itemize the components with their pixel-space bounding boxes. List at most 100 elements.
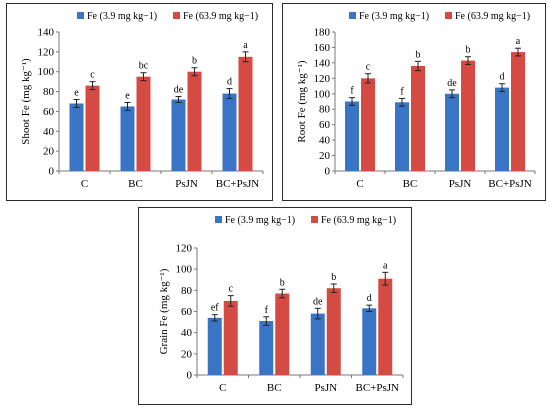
x-category-label: BC+PsJN	[355, 382, 399, 394]
significance-letter: c	[366, 62, 371, 73]
y-tick-label: 20	[43, 146, 55, 158]
significance-letter: c	[229, 284, 234, 295]
grain-fe-chart: Fe (3.9 mg kg−1) Fe (63.9 mg kg−1) 0 20 40 60…	[158, 215, 404, 394]
legend-label-1: Fe (63.9 mg kg−1)	[321, 215, 396, 226]
legend: Fe (3.9 mg kg−1) Fe (63.9 mg kg−1)	[215, 215, 396, 226]
y-tick-label: 100	[38, 66, 55, 78]
y-tick-label: 100	[176, 264, 193, 276]
x-category-label: C	[219, 382, 226, 394]
legend: Fe (3.9 mg kg−1) Fe (63.9 mg kg−1)	[349, 11, 530, 22]
bar-low-fe	[345, 101, 359, 171]
bar-high-fe	[461, 60, 475, 172]
y-tick-label: 20	[181, 348, 193, 360]
y-tick-label: 0	[187, 370, 193, 382]
legend-swatch-0	[77, 12, 84, 19]
significance-letter: de	[447, 78, 457, 89]
legend-label-0: Fe (3.9 mg kg−1)	[359, 11, 429, 22]
y-tick-label: 80	[319, 104, 331, 116]
legend-swatch-0	[215, 216, 222, 223]
x-category-label: C	[356, 178, 363, 190]
significance-letter: b	[466, 45, 471, 56]
y-tick-label: 0	[49, 166, 55, 178]
bar-low-fe	[395, 102, 409, 171]
legend-label-1: Fe (63.9 mg kg−1)	[183, 11, 258, 22]
y-tick-label: 120	[314, 73, 331, 85]
significance-letter: b	[331, 272, 336, 283]
significance-letter: e	[125, 90, 130, 101]
legend-label-1: Fe (63.9 mg kg−1)	[455, 11, 530, 22]
root-fe-chart: Fe (3.9 mg kg−1) Fe (63.9 mg kg−1) 0 20 40 60…	[296, 11, 536, 190]
y-tick-label: 60	[181, 306, 193, 318]
bar-high-fe	[187, 71, 202, 171]
grain-fe-chart-panel: Fe (3.9 mg kg−1) Fe (63.9 mg kg−1) 0 20 40 60…	[138, 207, 412, 405]
significance-letter: e	[74, 88, 79, 99]
y-tick-label: 40	[43, 126, 55, 138]
bar-low-fe	[259, 321, 274, 375]
y-tick-label: 140	[38, 27, 55, 39]
bar-high-fe	[361, 78, 375, 171]
legend-swatch-0	[349, 12, 356, 19]
significance-letter: bc	[139, 61, 149, 72]
bar-high-fe	[378, 278, 393, 375]
x-category-label: PsJN	[449, 178, 472, 190]
legend-label-0: Fe (3.9 mg kg−1)	[87, 11, 157, 22]
bar-high-fe	[223, 300, 238, 375]
y-tick-label: 120	[38, 46, 55, 58]
x-category-label: BC+PsJN	[488, 178, 532, 190]
bar-high-fe	[511, 52, 525, 172]
significance-letter: de	[174, 85, 184, 96]
significance-letter: a	[383, 260, 388, 271]
y-tick-label: 60	[319, 119, 331, 131]
legend: Fe (3.9 mg kg−1) Fe (63.9 mg kg−1)	[77, 11, 258, 22]
y-tick-label: 60	[43, 106, 55, 118]
y-tick-label: 100	[314, 88, 331, 100]
x-category-label: PsJN	[175, 178, 198, 190]
significance-letter: a	[243, 40, 248, 51]
root-fe-chart-panel: Fe (3.9 mg kg−1) Fe (63.9 mg kg−1) 0 20 40 60…	[282, 3, 546, 201]
legend-label-0: Fe (3.9 mg kg−1)	[225, 215, 295, 226]
x-category-label: BC	[403, 178, 418, 190]
bar-high-fe	[136, 76, 151, 171]
bar-low-fe	[445, 93, 459, 171]
significance-letter: ef	[211, 303, 219, 314]
y-tick-label: 80	[181, 285, 193, 297]
bar-low-fe	[171, 99, 186, 171]
bar-low-fe	[310, 313, 325, 375]
significance-letter: de	[313, 296, 323, 307]
bar-low-fe	[362, 308, 377, 375]
x-category-label: BC	[267, 382, 282, 394]
bar-high-fe	[275, 293, 290, 375]
significance-letter: c	[90, 70, 95, 81]
legend-swatch-1	[173, 12, 180, 19]
significance-letter: f	[400, 86, 404, 97]
y-tick-label: 180	[314, 27, 331, 39]
y-tick-label: 20	[319, 150, 331, 162]
bar-high-fe	[238, 56, 253, 172]
significance-letter: d	[227, 77, 232, 88]
legend-swatch-1	[311, 216, 318, 223]
legend-swatch-1	[445, 12, 452, 19]
y-tick-label: 80	[43, 86, 55, 98]
y-tick-label: 40	[319, 135, 331, 147]
y-axis-label: Grain Fe (mg kg⁻¹)	[158, 268, 170, 354]
y-axis-label: Shoot Fe (mg kg⁻¹)	[20, 58, 32, 145]
x-category-label: PsJN	[314, 382, 337, 394]
bar-low-fe	[207, 317, 222, 375]
shoot-fe-chart: Fe (3.9 mg kg−1) Fe (63.9 mg kg−1) 0 20 40 60…	[20, 11, 264, 190]
y-tick-label: 160	[314, 42, 331, 54]
significance-letter: b	[416, 49, 421, 60]
x-category-label: BC	[128, 178, 143, 190]
bar-high-fe	[85, 85, 100, 171]
y-tick-label: 0	[325, 166, 331, 178]
bar-low-fe	[222, 93, 237, 171]
y-tick-label: 120	[176, 243, 193, 255]
significance-letter: f	[265, 305, 269, 316]
significance-letter: b	[280, 277, 285, 288]
significance-letter: f	[350, 86, 354, 97]
bar-low-fe	[69, 103, 84, 171]
significance-letter: d	[500, 72, 505, 83]
significance-letter: a	[516, 36, 521, 47]
y-tick-label: 140	[314, 57, 331, 69]
bar-low-fe	[495, 87, 509, 171]
bar-high-fe	[411, 65, 425, 171]
